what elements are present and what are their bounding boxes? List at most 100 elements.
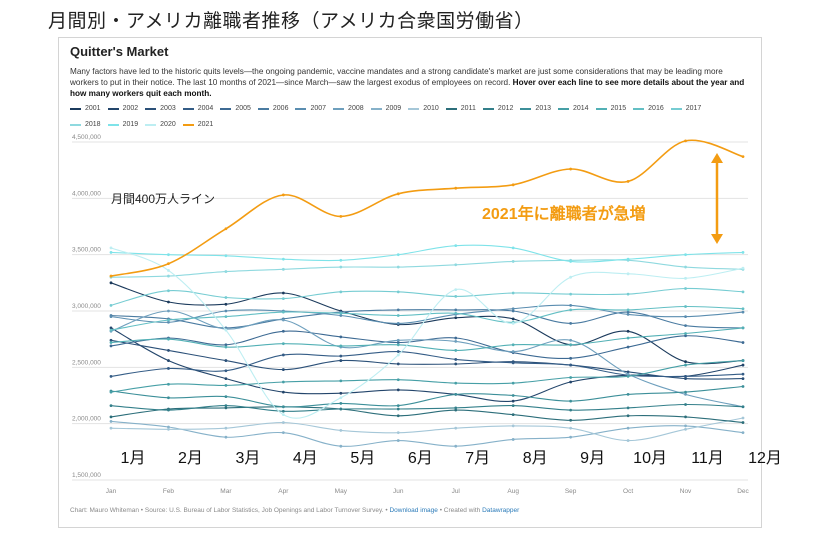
data-point-2008[interactable] bbox=[281, 318, 285, 322]
data-point-2015[interactable] bbox=[626, 336, 630, 340]
data-point-2019[interactable] bbox=[626, 257, 630, 261]
data-point-2013[interactable] bbox=[511, 394, 515, 397]
data-point-2018[interactable] bbox=[454, 263, 458, 267]
data-point-2008[interactable] bbox=[454, 340, 458, 343]
data-point-2006[interactable] bbox=[511, 309, 515, 313]
data-point-2002[interactable] bbox=[281, 390, 285, 394]
data-point-2012[interactable] bbox=[454, 406, 458, 410]
data-point-2004[interactable] bbox=[454, 358, 458, 361]
series-line-2021[interactable] bbox=[110, 139, 744, 277]
data-point-2009[interactable] bbox=[281, 431, 285, 435]
data-point-2020[interactable] bbox=[569, 275, 573, 279]
legend-item-2015[interactable]: 2015 bbox=[595, 104, 626, 113]
data-point-2009[interactable] bbox=[569, 435, 573, 439]
legend-item-2001[interactable]: 2001 bbox=[70, 104, 101, 113]
data-point-2016[interactable] bbox=[741, 307, 745, 311]
data-point-2002[interactable] bbox=[167, 359, 170, 362]
data-point-2014[interactable] bbox=[281, 380, 285, 384]
data-point-2007[interactable] bbox=[396, 321, 400, 325]
data-point-2004[interactable] bbox=[224, 369, 228, 373]
data-point-2006[interactable] bbox=[626, 310, 630, 314]
data-point-2007[interactable] bbox=[109, 315, 113, 319]
data-point-2005[interactable] bbox=[626, 345, 630, 349]
data-point-2012[interactable] bbox=[167, 408, 170, 412]
data-point-2021[interactable] bbox=[224, 227, 228, 231]
data-point-2011[interactable] bbox=[224, 406, 228, 410]
data-point-2010[interactable] bbox=[569, 426, 573, 430]
data-point-2009[interactable] bbox=[626, 426, 630, 430]
data-point-2004[interactable] bbox=[684, 374, 687, 378]
data-point-2021[interactable] bbox=[569, 167, 573, 171]
data-point-2010[interactable] bbox=[454, 426, 458, 430]
data-point-2003[interactable] bbox=[741, 377, 745, 380]
data-point-2021[interactable] bbox=[626, 180, 630, 183]
data-point-2019[interactable] bbox=[569, 260, 573, 263]
data-point-2005[interactable] bbox=[224, 343, 228, 347]
data-point-2007[interactable] bbox=[511, 307, 515, 311]
legend-item-2004[interactable]: 2004 bbox=[182, 104, 213, 113]
data-point-2016[interactable] bbox=[167, 318, 170, 322]
data-point-2004[interactable] bbox=[511, 361, 515, 365]
data-point-2012[interactable] bbox=[224, 404, 228, 408]
data-point-2019[interactable] bbox=[224, 254, 228, 258]
data-point-2009[interactable] bbox=[454, 444, 458, 448]
data-point-2007[interactable] bbox=[684, 315, 687, 319]
data-point-2004[interactable] bbox=[569, 363, 573, 367]
data-point-2012[interactable] bbox=[109, 404, 113, 408]
data-point-2001[interactable] bbox=[454, 316, 458, 320]
data-point-2005[interactable] bbox=[684, 334, 687, 338]
data-point-2008[interactable] bbox=[626, 372, 630, 376]
data-point-2015[interactable] bbox=[224, 345, 228, 349]
data-point-2017[interactable] bbox=[109, 303, 113, 307]
data-point-2017[interactable] bbox=[281, 297, 285, 301]
data-point-2020[interactable] bbox=[454, 288, 458, 291]
data-point-2015[interactable] bbox=[109, 341, 113, 344]
data-point-2005[interactable] bbox=[741, 341, 745, 344]
data-point-2002[interactable] bbox=[741, 363, 745, 367]
series-line-2015[interactable] bbox=[110, 327, 744, 351]
data-point-2004[interactable] bbox=[339, 354, 343, 358]
datawrapper-link[interactable]: Datawrapper bbox=[482, 507, 520, 514]
data-point-2016[interactable] bbox=[224, 315, 228, 319]
data-point-2001[interactable] bbox=[511, 317, 515, 321]
data-point-2011[interactable] bbox=[569, 418, 573, 422]
data-point-2018[interactable] bbox=[684, 265, 687, 269]
data-point-2009[interactable] bbox=[339, 444, 343, 448]
data-point-2011[interactable] bbox=[741, 421, 745, 424]
legend-item-2002[interactable]: 2002 bbox=[107, 104, 138, 113]
data-point-2004[interactable] bbox=[741, 372, 745, 376]
data-point-2016[interactable] bbox=[569, 308, 573, 312]
data-point-2020[interactable] bbox=[339, 396, 343, 400]
data-point-2019[interactable] bbox=[684, 253, 687, 257]
data-point-2003[interactable] bbox=[281, 368, 285, 371]
data-point-2009[interactable] bbox=[741, 431, 745, 435]
data-point-2014[interactable] bbox=[167, 382, 170, 386]
data-point-2015[interactable] bbox=[339, 344, 343, 348]
data-point-2019[interactable] bbox=[109, 251, 113, 254]
data-point-2021[interactable] bbox=[684, 139, 687, 143]
legend-item-2008[interactable]: 2008 bbox=[333, 104, 364, 113]
data-point-2002[interactable] bbox=[224, 377, 228, 380]
data-point-2017[interactable] bbox=[741, 290, 745, 294]
data-point-2020[interactable] bbox=[511, 321, 515, 325]
data-point-2017[interactable] bbox=[454, 294, 458, 298]
data-point-2005[interactable] bbox=[454, 336, 458, 340]
data-point-2006[interactable] bbox=[454, 308, 458, 312]
legend-item-2011[interactable]: 2011 bbox=[445, 104, 476, 113]
data-point-2012[interactable] bbox=[569, 408, 573, 412]
data-point-2021[interactable] bbox=[339, 214, 343, 218]
data-point-2013[interactable] bbox=[224, 395, 228, 399]
legend-item-2009[interactable]: 2009 bbox=[370, 104, 401, 113]
data-point-2012[interactable] bbox=[281, 409, 285, 413]
series-line-2019[interactable] bbox=[110, 244, 744, 263]
data-point-2001[interactable] bbox=[281, 291, 285, 295]
data-point-2007[interactable] bbox=[224, 309, 228, 313]
legend-item-2007[interactable]: 2007 bbox=[295, 104, 326, 113]
data-point-2021[interactable] bbox=[109, 274, 113, 278]
data-point-2020[interactable] bbox=[396, 353, 400, 357]
data-point-2016[interactable] bbox=[339, 311, 343, 315]
data-point-2004[interactable] bbox=[167, 367, 170, 370]
data-point-2013[interactable] bbox=[684, 390, 687, 394]
data-point-2005[interactable] bbox=[339, 335, 343, 339]
data-point-2021[interactable] bbox=[741, 155, 745, 159]
